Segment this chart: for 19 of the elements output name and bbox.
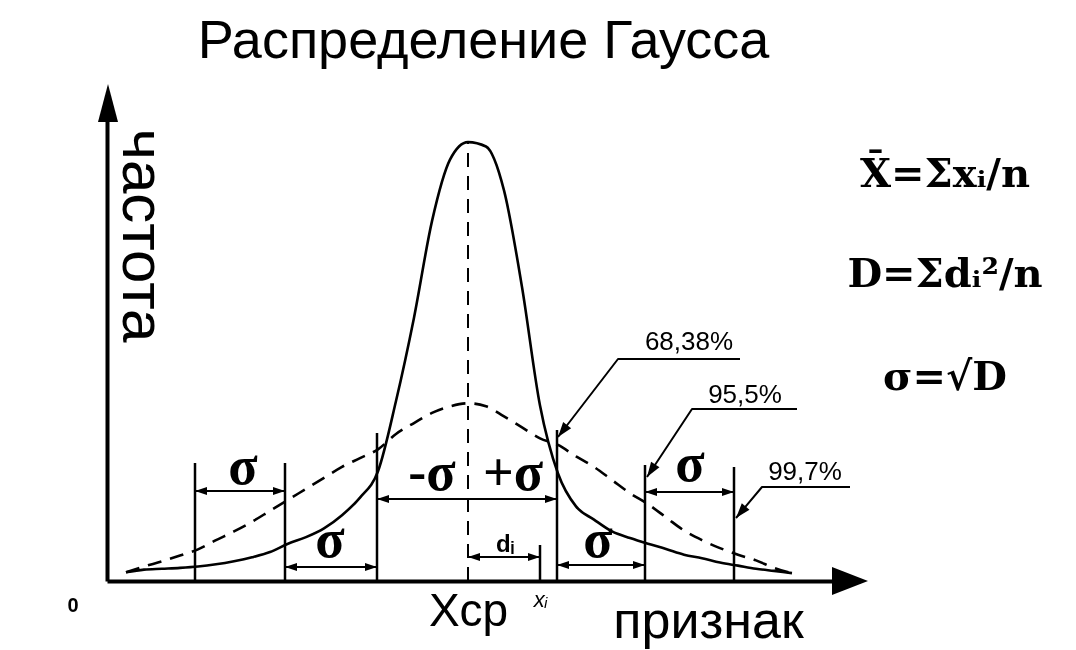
text: 0: [67, 594, 79, 616]
annotation: σ: [675, 433, 706, 493]
x-tick-label: xᵢ: [532, 586, 548, 612]
annotation: σ: [315, 509, 346, 569]
annotation: +σ: [482, 442, 544, 502]
annotation: 95,5%: [708, 379, 782, 409]
annotation: 99,7%: [768, 456, 842, 486]
text: σ=√D: [883, 351, 1007, 399]
y-axis-title: частота: [109, 128, 177, 343]
text: X̄=Σxᵢ/n: [860, 148, 1030, 196]
x-tick-label: Xср: [428, 583, 509, 636]
x-axis-title: признак: [613, 590, 804, 649]
text: D=Σdᵢ²/n: [847, 248, 1043, 296]
annotation: dᵢ: [495, 529, 515, 557]
annotation: σ: [583, 509, 614, 569]
chart-title: Распределение Гаусса: [197, 9, 771, 69]
annotation: 68,38%: [644, 326, 734, 356]
annotation: -σ: [408, 442, 457, 502]
annotation: σ: [228, 436, 259, 496]
